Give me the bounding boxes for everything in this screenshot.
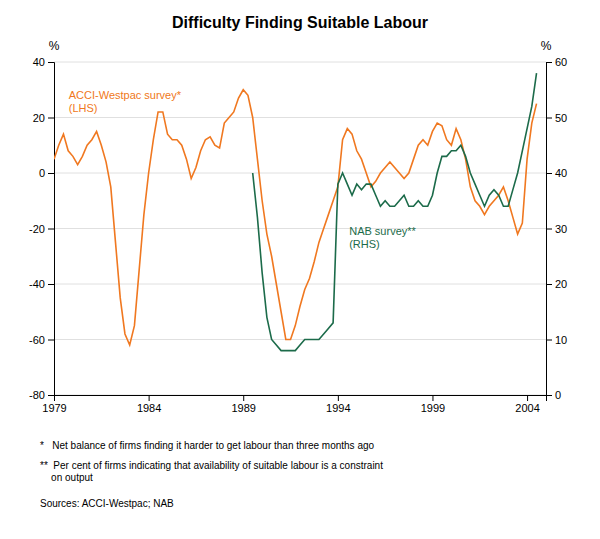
tick-mark bbox=[432, 395, 433, 401]
grid-line bbox=[54, 284, 546, 285]
title: Difficulty Finding Suitable Labour bbox=[172, 14, 428, 31]
grid-line bbox=[54, 173, 546, 174]
y2-axis-label: % bbox=[541, 39, 552, 53]
tick-mark bbox=[527, 395, 528, 401]
text-line: ACCI-Westpac survey* bbox=[69, 89, 182, 101]
chart: 1979 1984 1989 1994 1999 2004 -80 -60 -40 -20 0 20 4… bbox=[0, 0, 600, 539]
y2-axis-tick: 50 bbox=[546, 112, 567, 124]
grid bbox=[54, 62, 546, 395]
series-line bbox=[54, 90, 537, 345]
annotation: ACCI-Westpac survey*(LHS) bbox=[69, 89, 182, 114]
plot: 1979 1984 1989 1994 1999 2004 -80 -60 -40 -20 0 20 4… bbox=[29, 56, 567, 414]
y-axis-tick: -20 bbox=[29, 223, 54, 235]
tick-label: 50 bbox=[555, 112, 567, 124]
tick-label: 20 bbox=[555, 278, 567, 290]
annotation: NAB survey**(RHS) bbox=[349, 225, 416, 250]
tick-label: 0 bbox=[555, 389, 561, 401]
tick-label: -20 bbox=[29, 223, 45, 235]
text-line: on output bbox=[40, 472, 93, 483]
y-axis-tick: 20 bbox=[33, 112, 54, 124]
grid-line bbox=[54, 117, 546, 118]
tick-mark bbox=[48, 395, 54, 396]
tick-mark bbox=[149, 395, 150, 401]
text-line: ** Per cent of firms indicating that ava… bbox=[40, 460, 383, 471]
y-axis-label: % bbox=[49, 39, 60, 53]
y2-axis-tick: 60 bbox=[546, 56, 567, 68]
tick-label: 1984 bbox=[137, 402, 161, 414]
tick-mark bbox=[48, 229, 54, 230]
tick-mark bbox=[48, 118, 54, 119]
x-axis-tick: 2004 bbox=[515, 395, 539, 414]
tick-mark bbox=[546, 173, 552, 174]
tick-label: -60 bbox=[29, 334, 45, 346]
y2-axis-tick: 10 bbox=[546, 334, 567, 346]
tick-mark bbox=[546, 284, 552, 285]
footnote: * Net balance of firms finding it harder… bbox=[40, 440, 375, 451]
tick-label: 1989 bbox=[231, 402, 255, 414]
lines bbox=[54, 73, 537, 351]
y-axis-line bbox=[48, 63, 55, 396]
y2-axis: 0 10 20 30 40 50 60 bbox=[546, 56, 567, 401]
tick-mark bbox=[243, 395, 244, 401]
tick-label: -80 bbox=[29, 389, 45, 401]
tick-mark bbox=[48, 284, 54, 285]
y-axis-tick: -60 bbox=[29, 334, 54, 346]
tick-mark bbox=[546, 340, 552, 341]
text-line: Sources: ACCI-Westpac; NAB bbox=[40, 498, 174, 509]
tick-label: 40 bbox=[33, 56, 45, 68]
y-axis-tick: 0 bbox=[39, 167, 54, 179]
y2-axis-tick: 0 bbox=[546, 389, 561, 401]
text-line: * Net balance of firms finding it harder… bbox=[40, 440, 375, 451]
tick-mark bbox=[546, 118, 552, 119]
tick-mark bbox=[48, 62, 54, 63]
tick-mark bbox=[48, 340, 54, 341]
y-axis: -80 -60 -40 -20 0 20 40 bbox=[29, 56, 54, 401]
y2-axis-tick: 40 bbox=[546, 167, 567, 179]
tick-label: 1994 bbox=[326, 402, 350, 414]
tick-mark bbox=[48, 173, 54, 174]
y-axis-tick: -80 bbox=[29, 389, 54, 401]
chart-container: 1979 1984 1989 1994 1999 2004 -80 -60 -40 -20 0 20 4… bbox=[0, 0, 600, 539]
footnote: ** Per cent of firms indicating that ava… bbox=[40, 460, 383, 483]
y2-axis-line bbox=[547, 63, 553, 396]
y2-axis-tick: 20 bbox=[546, 278, 567, 290]
x-axis-tick: 1994 bbox=[326, 395, 350, 414]
grid-line bbox=[54, 62, 546, 63]
y2-axis-tick: 30 bbox=[546, 223, 567, 235]
text-line: NAB survey** bbox=[349, 225, 416, 237]
tick-label: 2004 bbox=[515, 402, 539, 414]
y-axis-tick: 40 bbox=[33, 56, 54, 68]
tick-label: 30 bbox=[555, 223, 567, 235]
tick-label: 10 bbox=[555, 334, 567, 346]
tick-mark bbox=[546, 229, 552, 230]
tick-label: 1999 bbox=[421, 402, 445, 414]
x-axis: 1979 1984 1989 1994 1999 2004 bbox=[42, 395, 546, 414]
tick-label: 60 bbox=[555, 56, 567, 68]
tick-mark bbox=[338, 395, 339, 401]
tick-label: 1979 bbox=[42, 402, 66, 414]
x-axis-tick: 1984 bbox=[137, 395, 161, 414]
text-line: (LHS) bbox=[69, 102, 98, 114]
y-axis-tick: -40 bbox=[29, 278, 54, 290]
tick-label: 20 bbox=[33, 112, 45, 124]
tick-label: -40 bbox=[29, 278, 45, 290]
x-axis-tick: 1999 bbox=[421, 395, 445, 414]
x-axis-line bbox=[55, 396, 547, 402]
text-line: (RHS) bbox=[349, 238, 380, 250]
tick-label: 0 bbox=[39, 167, 45, 179]
series-line bbox=[253, 73, 537, 351]
footnote: Sources: ACCI-Westpac; NAB bbox=[40, 498, 174, 509]
x-axis-tick: 1979 bbox=[42, 395, 66, 414]
tick-mark bbox=[546, 62, 552, 63]
x-axis-tick: 1989 bbox=[231, 395, 255, 414]
tick-label: 40 bbox=[555, 167, 567, 179]
grid-line bbox=[54, 228, 546, 229]
tick-mark bbox=[546, 395, 552, 396]
